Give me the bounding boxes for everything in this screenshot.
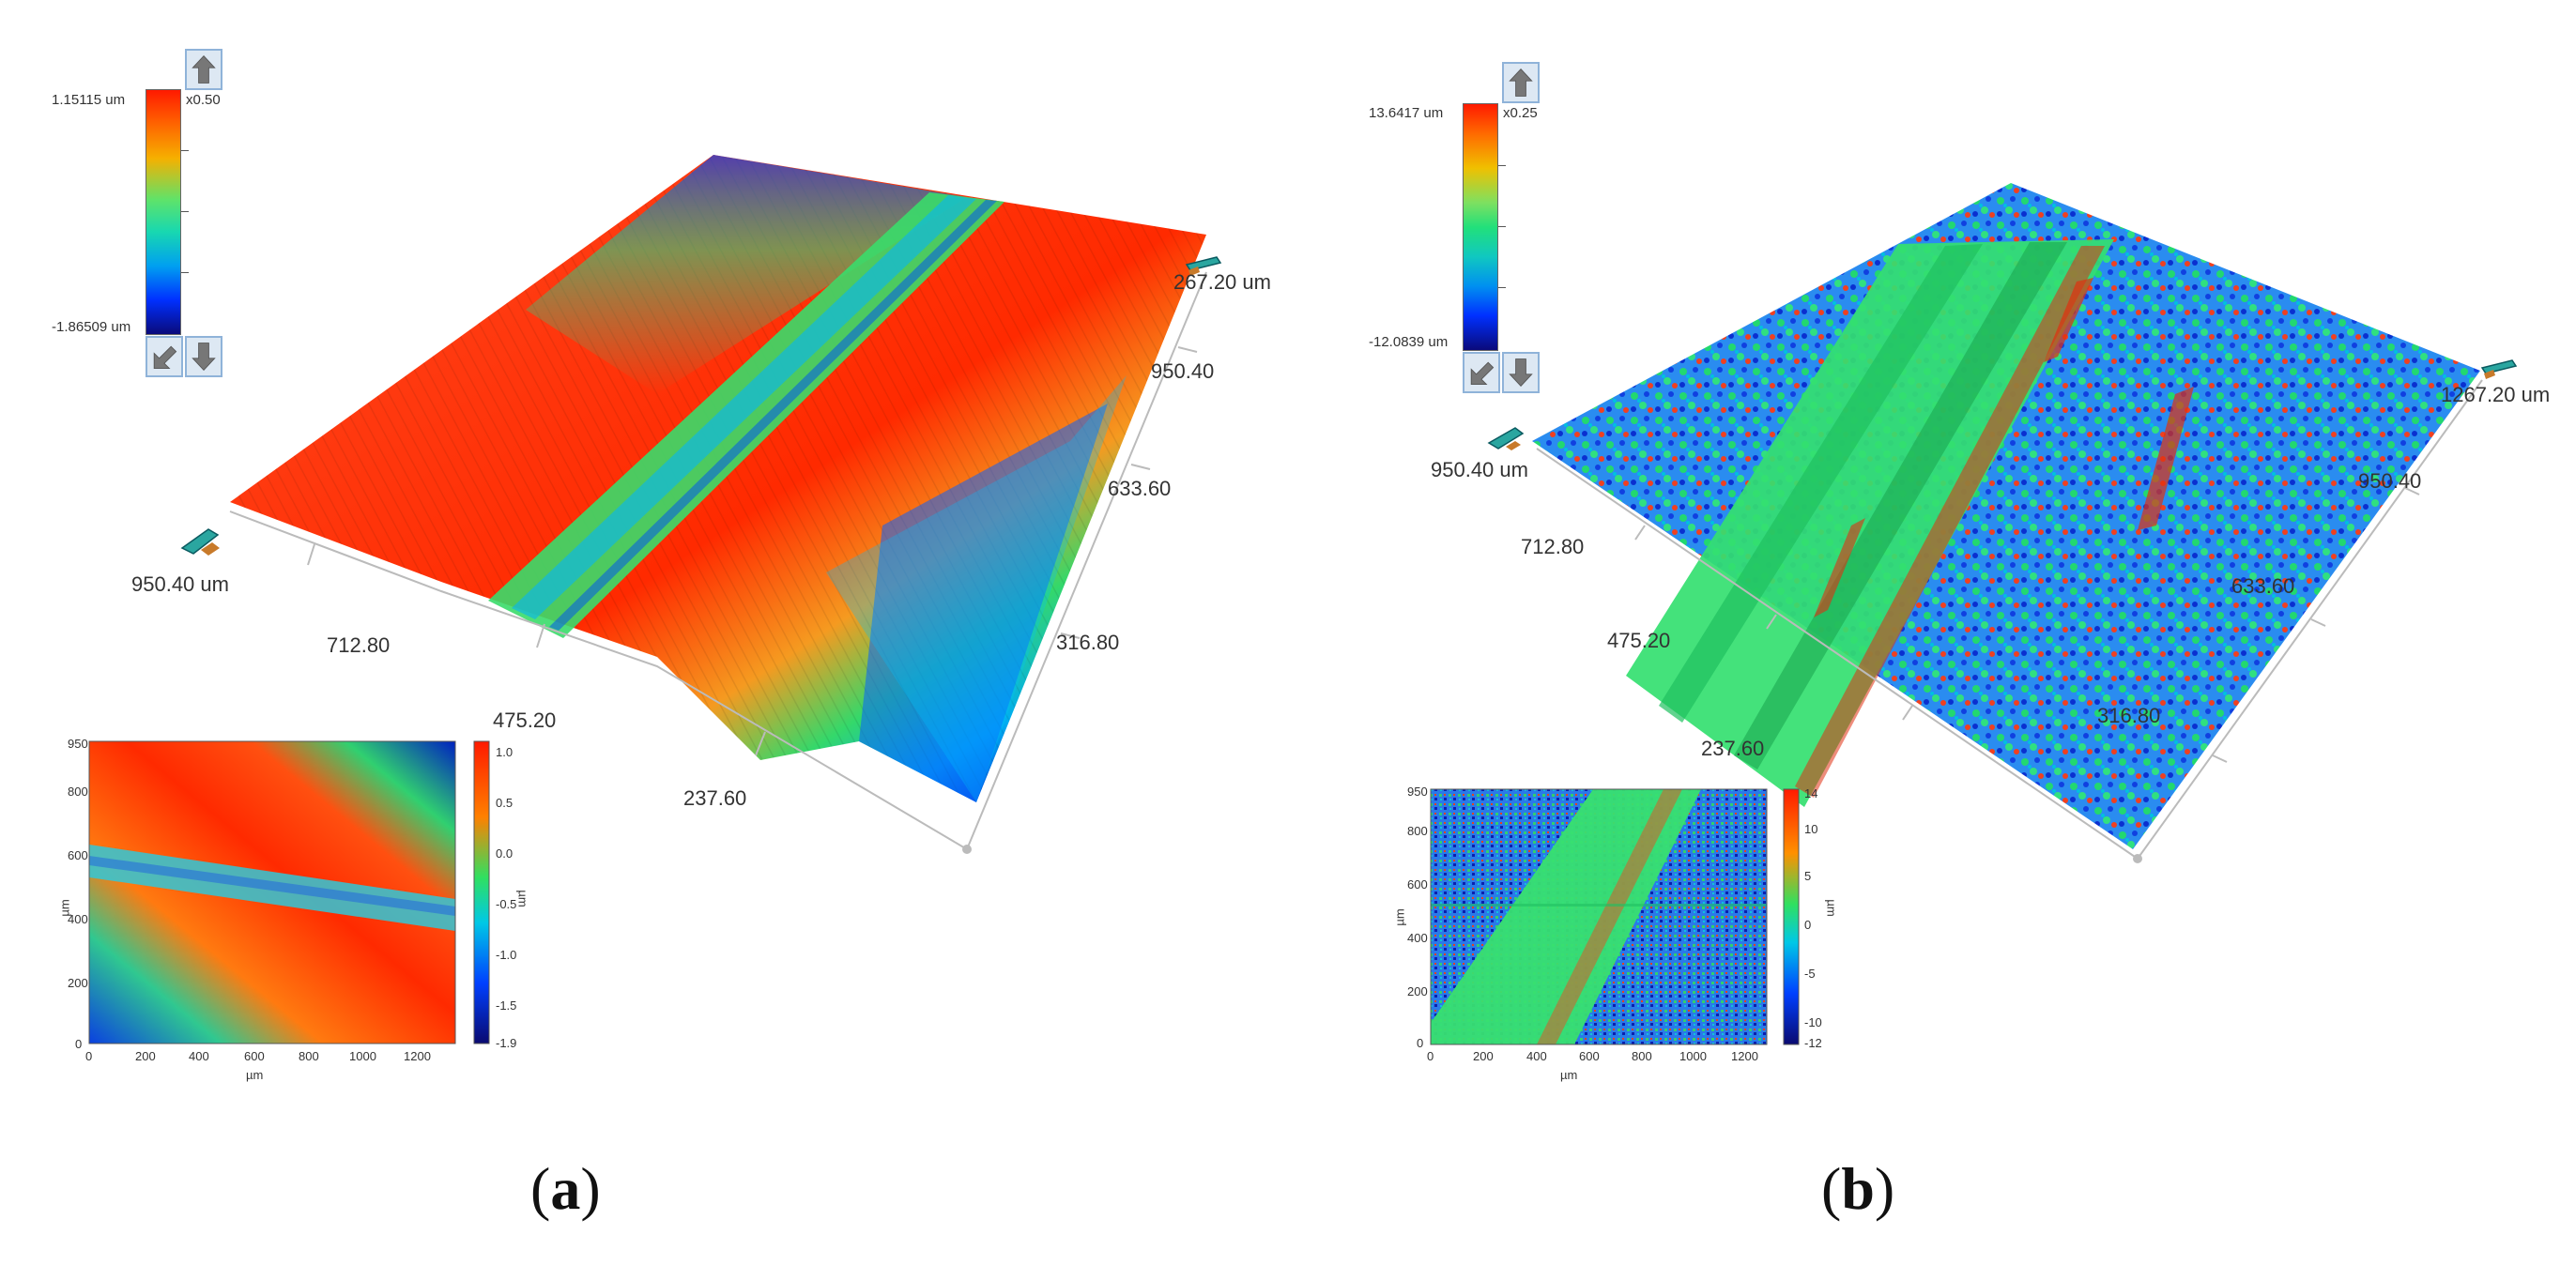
inset-cb-tick: 1.0 — [496, 745, 514, 759]
inset-cb-tick: -10 — [1804, 1015, 1822, 1029]
panel-caption-letter: b — [1841, 1155, 1875, 1222]
height-map-inset — [1430, 788, 1800, 1045]
inset-x-tick: 0 — [1427, 1049, 1434, 1063]
inset-y-tick: 600 — [1407, 877, 1428, 891]
arrow-down-left-icon[interactable] — [1463, 352, 1500, 393]
inset-y-tick: 0 — [1417, 1036, 1424, 1050]
inset-x-tick: 200 — [1473, 1049, 1494, 1063]
axis-label: 237.60 — [683, 786, 747, 810]
inset-cb-tick: 0.0 — [496, 846, 514, 861]
surface-3d-plot — [1532, 183, 2483, 863]
axis-label: 712.80 — [327, 633, 391, 657]
zoom-label: x0.25 — [1503, 105, 1538, 121]
inset-x-tick: 400 — [1526, 1049, 1547, 1063]
axis-label: 950.40 um — [1431, 458, 1528, 481]
zoom-label: x0.50 — [186, 92, 221, 108]
inset-cb-tick: -5 — [1804, 967, 1816, 981]
panel-b: 13.6417 um -12.0839 um x0.25 — [1288, 0, 2576, 1280]
scale-min-label: -1.86509 um — [52, 319, 131, 335]
inset-cb-unit: µm — [1824, 899, 1839, 917]
arrow-up-icon[interactable] — [185, 49, 222, 90]
axis-label: 712.80 — [1521, 535, 1585, 558]
view-cube-icon[interactable] — [1185, 253, 1222, 278]
inset-y-tick: 950 — [1407, 785, 1428, 799]
axis-label: 316.80 — [1056, 631, 1120, 654]
axis-label: 267.20 um — [1173, 270, 1271, 294]
view-cube-icon[interactable] — [180, 526, 227, 559]
arrow-down-icon[interactable] — [185, 336, 222, 377]
inset-cb-tick: 10 — [1804, 822, 1818, 836]
inset-y-tick: 400 — [1407, 931, 1428, 945]
inset-cb-tick: 5 — [1804, 869, 1812, 883]
panel-a: 1.15115 um -1.86509 um x0.50 — [52, 49, 1271, 1222]
scale-min-label: -12.0839 um — [1369, 334, 1449, 350]
inset-x-tick: 800 — [1632, 1049, 1652, 1063]
inset-x-tick: 200 — [135, 1049, 156, 1063]
surface-3d-plot — [229, 155, 1207, 854]
inset-cb-tick: 14 — [1804, 786, 1818, 800]
inset-x-tick: 400 — [189, 1049, 209, 1063]
arrow-down-icon[interactable] — [1502, 352, 1540, 393]
axis-label: 475.20 — [493, 709, 557, 732]
inset-x-tick: 1000 — [1679, 1049, 1707, 1063]
axis-label: 316.80 — [2097, 704, 2161, 727]
inset-y-tick: 200 — [68, 976, 88, 990]
axis-label: 475.20 — [1607, 629, 1671, 652]
inset-cb-tick: 0 — [1804, 918, 1812, 932]
panel-caption: (b) — [1821, 1155, 1895, 1222]
inset-cb-tick: -1.0 — [496, 948, 517, 962]
inset-y-tick: 800 — [68, 785, 88, 799]
panel-caption: (a) — [530, 1155, 601, 1222]
scale-max-label: 13.6417 um — [1369, 105, 1444, 121]
inset-x-unit: µm — [1560, 1068, 1578, 1082]
inset-x-tick: 600 — [1579, 1049, 1600, 1063]
inset-x-tick: 800 — [299, 1049, 319, 1063]
axis-label: 950.40 — [1151, 359, 1215, 383]
inset-y-tick: 200 — [1407, 984, 1428, 998]
inset-cb-tick: -0.5 — [496, 897, 517, 911]
axis-label: 950.40 — [2358, 469, 2422, 493]
height-colorbar — [146, 89, 181, 335]
arrow-up-icon[interactable] — [1502, 62, 1540, 103]
view-cube-icon[interactable] — [1487, 424, 1530, 454]
height-colorbar — [1463, 103, 1498, 351]
inset-x-tick: 0 — [85, 1049, 93, 1063]
inset-y-tick: 600 — [68, 848, 88, 862]
inset-y-tick: 400 — [68, 912, 88, 926]
inset-y-unit: µm — [57, 899, 72, 917]
inset-cb-tick: -1.9 — [496, 1036, 517, 1050]
inset-cb-tick: -12 — [1804, 1036, 1822, 1050]
panel-caption-letter: a — [550, 1155, 581, 1222]
height-map-inset — [88, 740, 490, 1044]
axis-label: 950.40 um — [131, 572, 229, 596]
inset-cb-tick: 0.5 — [496, 796, 514, 810]
inset-y-unit: µm — [1392, 908, 1407, 926]
inset-x-unit: µm — [246, 1068, 264, 1082]
axis-label: 1267.20 um — [2441, 383, 2551, 406]
scale-max-label: 1.15115 um — [52, 92, 126, 108]
axis-label: 633.60 — [2231, 574, 2295, 598]
inset-cb-tick: -1.5 — [496, 998, 517, 1013]
view-cube-icon[interactable] — [2480, 357, 2518, 381]
inset-x-tick: 600 — [244, 1049, 265, 1063]
inset-x-tick: 1200 — [1731, 1049, 1758, 1063]
inset-y-tick: 800 — [1407, 824, 1428, 838]
inset-y-tick: 0 — [75, 1037, 83, 1051]
inset-y-tick: 950 — [68, 737, 88, 751]
inset-x-tick: 1200 — [404, 1049, 431, 1063]
inset-x-tick: 1000 — [349, 1049, 376, 1063]
axis-label: 633.60 — [1108, 477, 1172, 500]
arrow-down-left-icon[interactable] — [146, 336, 183, 377]
axis-label: 237.60 — [1701, 737, 1765, 760]
inset-cb-unit: µm — [515, 890, 530, 907]
